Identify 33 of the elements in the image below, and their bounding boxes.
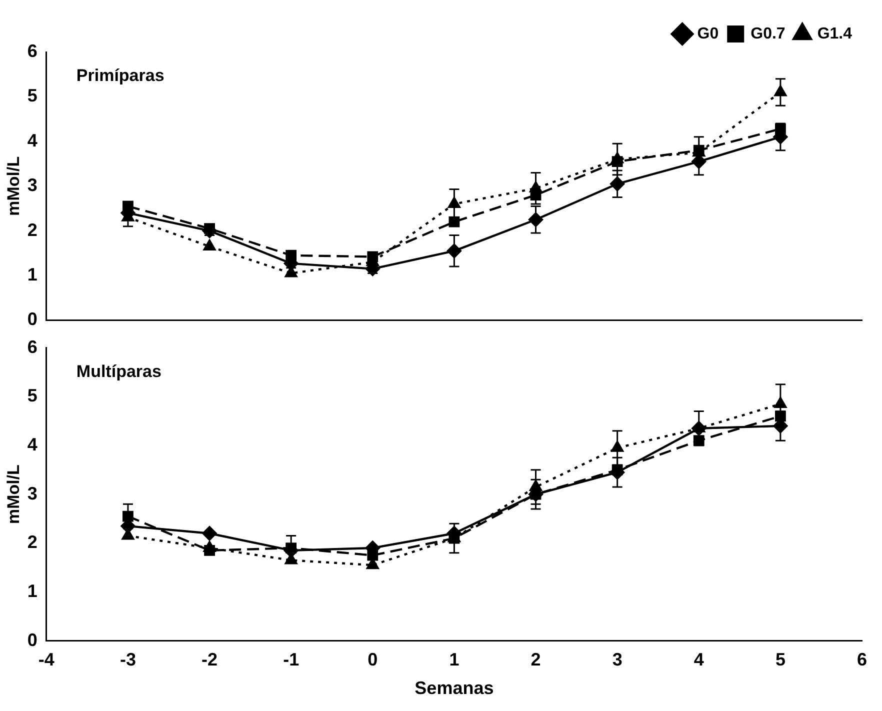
x-tick-label: 4: [694, 650, 704, 670]
y-tick-label: 6: [27, 336, 38, 357]
legend-label: G0: [697, 25, 719, 42]
x-axis-title: Semanas: [414, 678, 494, 698]
x-tick-label: 2: [530, 650, 541, 670]
y-axis-title: mMol/L: [4, 156, 23, 216]
x-tick-label: 5: [775, 650, 786, 670]
y-tick-label: 3: [27, 483, 38, 504]
x-tick-label: 1: [449, 650, 460, 670]
x-tick-label: -1: [283, 650, 300, 670]
y-tick-label: 1: [27, 264, 38, 284]
y-tick-label: 0: [27, 630, 38, 650]
y-tick-label: 4: [27, 434, 38, 454]
y-tick-label: 2: [27, 220, 38, 240]
y-tick-label: 2: [27, 532, 38, 552]
text: Primíparas: [76, 66, 164, 86]
x-tick-label: 0: [368, 650, 378, 670]
y-tick-label: 3: [27, 175, 38, 196]
y-axis-title: mMol/L: [4, 464, 23, 524]
x-tick-label: -4: [38, 650, 54, 670]
y-tick-label: 0: [27, 309, 38, 330]
legend-label: G1.4: [817, 25, 852, 42]
x-tick-label: 6: [856, 650, 868, 670]
x-tick-label: -3: [120, 650, 136, 670]
y-tick-label: 4: [27, 130, 38, 150]
y-tick-label: 1: [27, 580, 38, 601]
legend-label: G0.7: [750, 25, 786, 42]
y-tick-label: 5: [27, 386, 38, 406]
text: Multíparas: [76, 362, 162, 381]
y-tick-label: 6: [27, 40, 38, 61]
y-tick-label: 5: [27, 86, 38, 106]
x-tick-label: -2: [202, 650, 218, 670]
x-tick-label: 3: [612, 650, 622, 670]
